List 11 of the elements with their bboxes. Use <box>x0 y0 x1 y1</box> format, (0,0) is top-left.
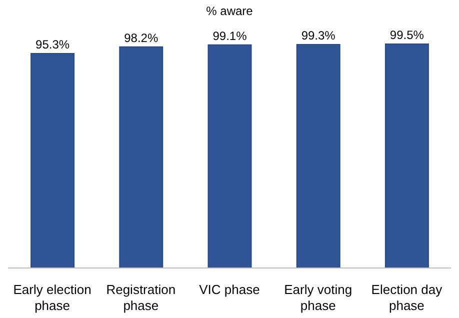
x-tick-label: Election day phase <box>371 282 443 313</box>
x-tick-label: Early election phase <box>13 282 92 313</box>
data-label: 99.5% <box>390 28 424 42</box>
x-tick-label: Early voting phase <box>284 282 352 313</box>
x-tick-label: Registration phase <box>106 282 176 313</box>
chart-title: % aware <box>205 3 254 20</box>
data-label: 95.3% <box>36 37 70 52</box>
data-label: 99.3% <box>301 28 336 42</box>
data-label: 99.1% <box>212 28 248 43</box>
x-tick-label: VIC phase <box>199 282 260 297</box>
data-label: 98.2% <box>124 30 158 45</box>
